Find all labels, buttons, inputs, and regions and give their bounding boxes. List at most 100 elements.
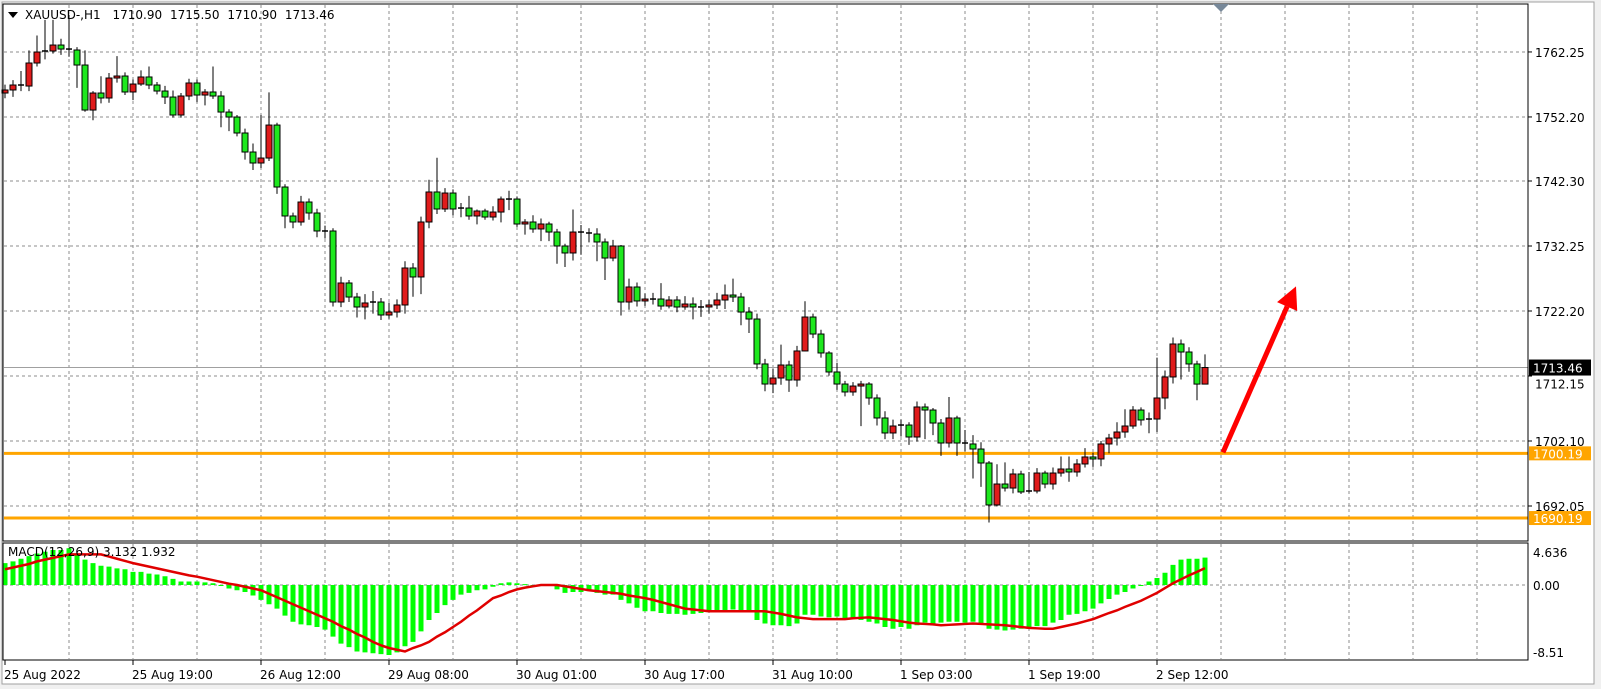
macd-histogram-bar — [770, 585, 776, 626]
candle-body-bull — [337, 282, 345, 303]
candle-body-bear — [673, 299, 681, 308]
candle — [537, 218, 545, 242]
macd-histogram-bar — [978, 585, 984, 624]
candle — [465, 195, 473, 220]
macd-histogram-bar — [1026, 585, 1032, 629]
candle — [137, 70, 145, 86]
macd-histogram-bar — [298, 585, 304, 625]
up-arrow-annotation[interactable] — [1220, 286, 1298, 454]
price-tick-label: 1702.10 — [1535, 435, 1585, 449]
chart-shift-marker-icon[interactable] — [1213, 4, 1229, 12]
time-tick-label: 2 Sep 12:00 — [1156, 668, 1228, 682]
candle-body-bull — [1057, 468, 1065, 474]
candle-body-bear — [809, 316, 817, 335]
candle-body-bear — [737, 296, 745, 313]
symbol-dropdown-icon[interactable] — [8, 12, 18, 18]
candle — [793, 345, 801, 387]
candle-body-bull — [1033, 472, 1041, 492]
macd-histogram-bar — [498, 583, 504, 585]
time-axis[interactable]: 25 Aug 2022 25 Aug 19:00 26 Aug 12:00 29 Au… — [4, 660, 1228, 682]
candle — [769, 368, 777, 394]
macd-histogram-bar — [66, 548, 72, 585]
candle-body-bull — [201, 91, 209, 96]
candle — [113, 56, 121, 83]
candle — [1089, 452, 1097, 467]
candle-body-bear — [633, 286, 641, 302]
macd-histogram-bar — [690, 585, 696, 614]
candle — [209, 66, 217, 99]
macd-histogram-bar — [370, 585, 376, 654]
macd-histogram-bar — [410, 585, 416, 642]
candle — [201, 89, 209, 106]
candle-body-bear — [233, 116, 241, 134]
candle — [921, 403, 929, 440]
candle — [249, 143, 257, 170]
candle — [233, 115, 241, 137]
macd-histogram-bar — [562, 585, 568, 593]
candle — [313, 208, 321, 238]
candle-body-bull — [777, 364, 785, 379]
candle-body-bull — [913, 406, 921, 438]
macd-histogram-bar — [194, 581, 200, 585]
candle-body-bear — [553, 231, 561, 247]
candle-body-bear — [745, 311, 753, 320]
macd-histogram-bar — [114, 568, 120, 585]
macd-histogram-bar — [1098, 585, 1104, 604]
macd-histogram-bar — [1138, 585, 1144, 586]
symbol-label: XAUUSD-,H1 — [25, 8, 101, 22]
candle — [81, 50, 89, 112]
macd-histogram-bar — [986, 585, 992, 629]
candle-body-bull — [793, 350, 801, 381]
time-tick-label: 31 Aug 10:00 — [772, 668, 853, 682]
candle-body-bull — [1097, 443, 1105, 460]
candle-body-bear — [905, 424, 913, 438]
candle — [641, 293, 649, 306]
candle — [1146, 412, 1152, 434]
candle — [889, 419, 897, 440]
macd-histogram-bar — [1074, 585, 1080, 614]
candle — [833, 362, 841, 390]
candle-body-bull — [569, 231, 577, 254]
price-tick-label: 1742.30 — [1535, 175, 1585, 189]
candle — [42, 19, 48, 60]
main-panel-border — [2, 3, 1529, 542]
candle-body-bull — [185, 82, 193, 97]
macd-histogram-bar — [130, 571, 136, 585]
macd-histogram-bar — [242, 585, 248, 592]
macd-histogram-bar — [42, 551, 48, 585]
current-price-label: 1713.46 — [1533, 362, 1583, 376]
candle-body-bull — [129, 83, 137, 93]
price-axis[interactable]: 1762.25 1752.20 1742.30 1732.25 1722.20 1712.… — [1528, 46, 1591, 660]
candle — [945, 397, 953, 448]
candle — [9, 80, 17, 97]
macd-histogram-bar — [322, 585, 328, 630]
candle — [1073, 459, 1081, 477]
candle-body-bear — [841, 383, 849, 393]
candle-body-bull — [1161, 376, 1169, 399]
candle — [66, 14, 72, 57]
macd-histogram-bar — [1154, 578, 1160, 585]
high-value: 1715.50 — [170, 8, 220, 22]
candle — [401, 261, 409, 314]
candle — [1017, 470, 1025, 495]
candle — [745, 307, 753, 333]
candle-body-bear — [601, 241, 609, 259]
candle — [601, 238, 609, 280]
current-price-label-box — [1529, 359, 1591, 376]
candle-body-bear — [529, 221, 537, 230]
time-tick-label: 1 Sep 19:00 — [1028, 668, 1100, 682]
macd-histogram-bar — [506, 582, 512, 585]
macd-histogram-bar — [906, 585, 912, 629]
macd-histogram-bar — [594, 585, 600, 593]
macd-histogram-bar — [154, 574, 160, 585]
macd-histogram-bar — [1042, 585, 1048, 627]
macd-histogram-bar — [234, 585, 240, 591]
macd-histogram-bar — [378, 585, 384, 655]
macd-histogram-bar — [338, 585, 344, 644]
candle — [361, 294, 369, 320]
candle — [825, 351, 833, 376]
candle — [1137, 407, 1145, 426]
candle — [898, 419, 904, 437]
candle — [18, 71, 24, 92]
